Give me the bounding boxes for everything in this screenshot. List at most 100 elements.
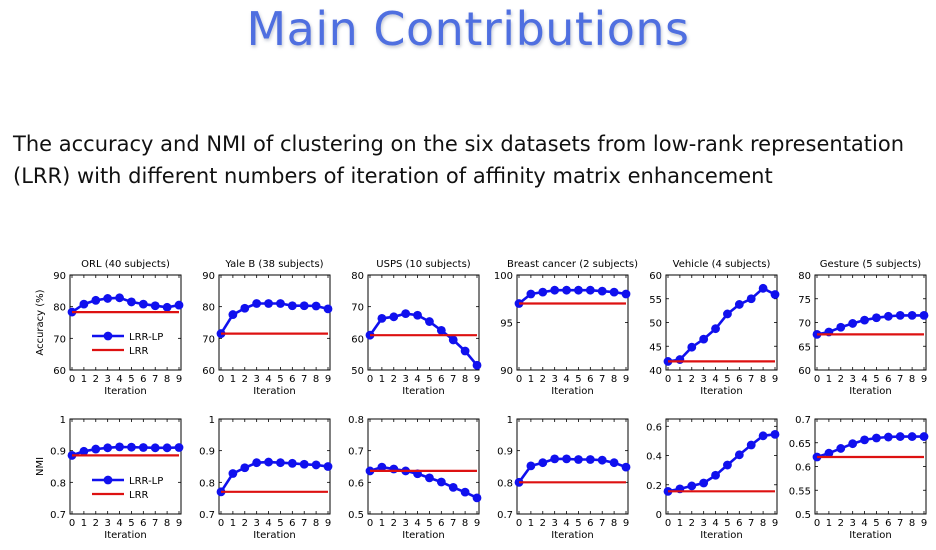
- x-tick-label: 3: [402, 374, 408, 385]
- plot-frame: [367, 274, 480, 371]
- y-tick-label: 80: [202, 303, 215, 314]
- x-tick-label: 8: [462, 374, 468, 385]
- data-point: [162, 302, 172, 312]
- x-axis-label: Iteration: [104, 386, 146, 397]
- data-point: [538, 458, 548, 468]
- data-point: [687, 481, 697, 491]
- data-point: [472, 360, 482, 370]
- x-tick-label: 7: [748, 374, 754, 385]
- y-tick-label: 0: [656, 510, 662, 521]
- data-point: [240, 463, 250, 473]
- chart-panel-6: 0 1 2 3 4 5 6 7 8 9 Iteration 60 65 70 75 80 Gesture (5 …: [798, 259, 929, 397]
- x-tick-label: 9: [921, 374, 927, 385]
- data-point: [919, 432, 929, 441]
- y-tick-label: 70: [53, 334, 66, 345]
- chart-panel-9: 0 1 2 3 4 5 6 7 8 9 Iteration 0.5 0.6 0.7 0.8: [348, 415, 482, 541]
- x-tick-label: 8: [313, 374, 319, 385]
- x-tick-label: 7: [301, 518, 307, 529]
- x-tick-label: 7: [599, 374, 605, 385]
- data-point: [287, 301, 297, 311]
- x-tick-label: 2: [838, 374, 844, 385]
- y-tick-label: 60: [202, 366, 215, 377]
- x-tick-label: 4: [265, 518, 271, 529]
- y-tick-label: 0.9: [50, 447, 66, 458]
- data-point: [323, 462, 333, 471]
- x-tick-label: 7: [748, 518, 754, 529]
- data-point: [389, 464, 399, 474]
- x-tick-label: 5: [426, 518, 432, 529]
- data-point: [872, 433, 881, 443]
- data-point: [389, 312, 399, 322]
- y-tick-label: 45: [649, 342, 662, 353]
- x-tick-label: 2: [689, 518, 695, 529]
- y-tick-label: 0.7: [348, 447, 364, 458]
- x-tick-label: 5: [873, 518, 879, 529]
- x-axis-label: Iteration: [253, 386, 295, 397]
- series-line-lrr-lp: [667, 286, 776, 363]
- data-point: [228, 310, 238, 319]
- y-tick-label: 80: [798, 271, 811, 282]
- data-point: [323, 304, 333, 314]
- data-point: [264, 299, 273, 308]
- y-tick-label: 60: [351, 334, 364, 345]
- data-point: [460, 346, 470, 356]
- x-tick-label: 5: [873, 374, 879, 385]
- x-tick-label: 1: [379, 374, 385, 385]
- x-tick-label: 2: [93, 518, 99, 529]
- data-point: [621, 462, 631, 472]
- y-tick-label: 80: [53, 303, 66, 314]
- x-tick-label: 6: [587, 374, 593, 385]
- data-point: [240, 303, 250, 313]
- x-tick-label: 6: [438, 374, 444, 385]
- chart-title: USPS (10 subjects): [376, 259, 470, 270]
- y-tick-label: 50: [351, 366, 364, 377]
- x-tick-label: 8: [462, 518, 468, 529]
- y-tick-label: 1: [209, 415, 215, 426]
- slide-title: Main Contributions: [246, 2, 690, 56]
- plot-frame: [218, 274, 331, 371]
- x-tick-label: 8: [909, 374, 915, 385]
- data-point: [311, 301, 321, 311]
- data-point: [264, 457, 273, 467]
- x-tick-label: 7: [897, 518, 903, 529]
- x-axis-label: Iteration: [551, 386, 593, 397]
- y-axis-label: Accuracy (%): [35, 289, 46, 355]
- series-line-lrr-lp: [219, 302, 329, 335]
- x-tick-label: 4: [414, 518, 420, 529]
- data-point: [472, 493, 482, 503]
- data-point: [848, 439, 858, 449]
- x-tick-label: 7: [450, 374, 456, 385]
- data-point: [150, 301, 160, 311]
- x-tick-label: 5: [128, 374, 134, 385]
- x-tick-label: 5: [277, 518, 283, 529]
- x-tick-label: 9: [921, 518, 927, 529]
- y-tick-label: 0.6: [348, 478, 364, 489]
- data-point: [836, 322, 846, 332]
- data-point: [895, 432, 905, 441]
- x-axis-label: Iteration: [402, 386, 444, 397]
- data-point: [687, 342, 697, 352]
- series-line-lrr-lp: [517, 457, 627, 484]
- series-line-lrr-lp: [816, 314, 924, 336]
- data-point: [425, 317, 434, 326]
- x-tick-label: 2: [242, 374, 248, 385]
- plot-frame: [814, 274, 927, 371]
- x-tick-label: 0: [367, 518, 373, 529]
- data-point: [758, 431, 768, 441]
- data-point: [79, 446, 89, 456]
- x-tick-label: 0: [814, 374, 820, 385]
- legend-label: LRR: [129, 490, 149, 501]
- x-axis-label: Iteration: [700, 530, 742, 541]
- x-tick-label: 6: [140, 518, 146, 529]
- series-line-lrr-lp: [368, 312, 478, 367]
- x-tick-label: 7: [152, 374, 158, 385]
- x-tick-label: 1: [81, 518, 87, 529]
- data-point: [597, 286, 607, 296]
- y-axis-label: NMI: [35, 457, 46, 476]
- y-tick-label: 90: [500, 366, 513, 377]
- x-tick-label: 2: [391, 518, 397, 529]
- series-line-lrr-lp: [816, 435, 924, 459]
